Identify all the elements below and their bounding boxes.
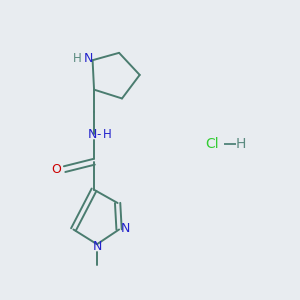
Text: N: N bbox=[88, 128, 97, 141]
Text: O: O bbox=[51, 163, 61, 176]
Text: H: H bbox=[103, 128, 112, 141]
Text: H: H bbox=[236, 137, 247, 151]
Text: N: N bbox=[121, 221, 130, 235]
Text: N: N bbox=[92, 240, 102, 253]
Text: H: H bbox=[73, 52, 81, 65]
Text: -: - bbox=[97, 128, 101, 141]
Text: Cl: Cl bbox=[205, 137, 219, 151]
Text: N: N bbox=[83, 52, 93, 65]
